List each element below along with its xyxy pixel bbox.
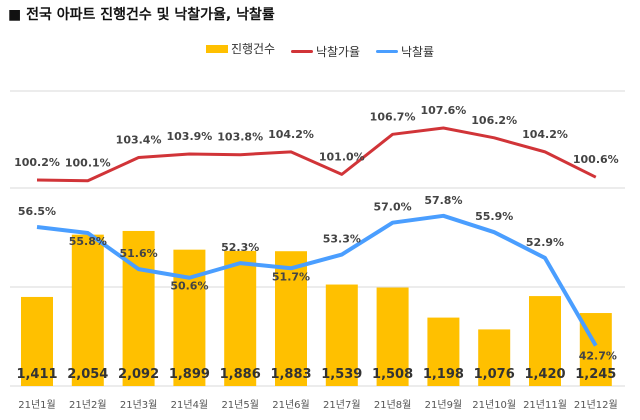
red-data-label: 106.7% — [370, 110, 416, 123]
bar — [325, 284, 358, 386]
x-tick-label: 21년9월 — [425, 399, 463, 411]
bar-label: 2,054 — [67, 367, 108, 382]
bar-label: 1,883 — [270, 367, 311, 382]
legend: 진행건수 낙찰가율 낙찰률 — [0, 40, 640, 60]
red-data-label: 100.1% — [65, 157, 111, 170]
red-data-label: 104.2% — [522, 128, 568, 141]
x-tick-label: 21년4월 — [171, 399, 209, 411]
blue-data-label: 55.8% — [69, 235, 107, 248]
bar — [427, 317, 460, 386]
bar-label: 1,508 — [372, 367, 413, 382]
red-data-label: 103.8% — [217, 131, 263, 144]
chart-title: ■ 전국 아파트 진행건수 및 낙찰가율, 낙찰률 — [8, 7, 275, 23]
bar-label: 2,092 — [118, 367, 159, 382]
red-data-label: 100.2% — [14, 156, 60, 169]
bar — [376, 287, 409, 386]
bar — [275, 251, 307, 386]
legend-item-bar: 진행건수 — [205, 40, 276, 57]
bar-label: 1,245 — [575, 367, 616, 382]
blue-data-label: 52.3% — [221, 241, 259, 254]
bar — [478, 329, 511, 386]
legend-item-blue: 낙찰률 — [375, 43, 435, 60]
blue-data-label: 42.7% — [579, 350, 617, 363]
red-data-label: 104.2% — [268, 128, 314, 141]
x-tick-label: 21년2월 — [69, 399, 107, 411]
red-data-label: 103.4% — [116, 134, 162, 147]
blue-data-label: 57.0% — [374, 201, 412, 214]
bar-label: 1,198 — [423, 367, 464, 382]
red-data-label: 106.2% — [471, 114, 517, 127]
x-tick-label: 21년7월 — [323, 399, 361, 411]
line-낙찰가율 — [36, 126, 597, 183]
legend-swatch — [375, 49, 398, 53]
legend-label: 낙찰률 — [400, 44, 435, 59]
x-tick-label: 21년10월 — [472, 399, 516, 411]
legend-item-red: 낙찰가율 — [290, 43, 361, 60]
blue-data-label: 51.7% — [272, 270, 310, 283]
legend-swatch — [205, 44, 228, 53]
x-tick-label: 21년5월 — [221, 399, 259, 411]
blue-data-label: 51.6% — [120, 247, 158, 260]
bar-label: 1,539 — [321, 367, 362, 382]
x-tick-label: 21년6월 — [272, 399, 310, 411]
bar-label: 1,411 — [16, 367, 57, 382]
bar-label: 1,420 — [524, 367, 565, 382]
bar — [21, 296, 53, 386]
x-tick-label: 21년3월 — [120, 399, 158, 411]
x-tick-label: 21년1월 — [18, 399, 56, 411]
x-tick-label: 21년8월 — [374, 399, 412, 411]
bar — [529, 296, 561, 386]
x-tick-label: 21년12월 — [574, 399, 618, 411]
legend-label: 낙찰가율 — [315, 44, 361, 59]
blue-data-label: 53.3% — [323, 233, 361, 246]
line-낙찰률 — [36, 213, 598, 347]
red-data-label: 100.6% — [573, 153, 619, 166]
legend-label: 진행건수 — [230, 42, 276, 56]
blue-data-label: 50.6% — [170, 280, 208, 293]
bar-label: 1,899 — [169, 367, 210, 382]
bar — [224, 250, 257, 386]
blue-data-label: 52.9% — [526, 236, 564, 249]
bar-label: 1,076 — [474, 367, 515, 382]
red-data-label: 107.6% — [420, 104, 466, 117]
bar-label: 1,886 — [220, 367, 261, 382]
bar — [122, 230, 155, 386]
bar — [173, 249, 206, 386]
red-data-label: 101.0% — [319, 150, 365, 163]
legend-swatch — [290, 49, 313, 53]
x-tick-label: 21년11월 — [523, 399, 567, 411]
red-data-label: 103.9% — [166, 130, 212, 143]
blue-data-label: 57.8% — [424, 194, 462, 207]
blue-data-label: 56.5% — [18, 205, 56, 218]
bar — [71, 234, 104, 386]
blue-data-label: 55.9% — [475, 210, 513, 223]
